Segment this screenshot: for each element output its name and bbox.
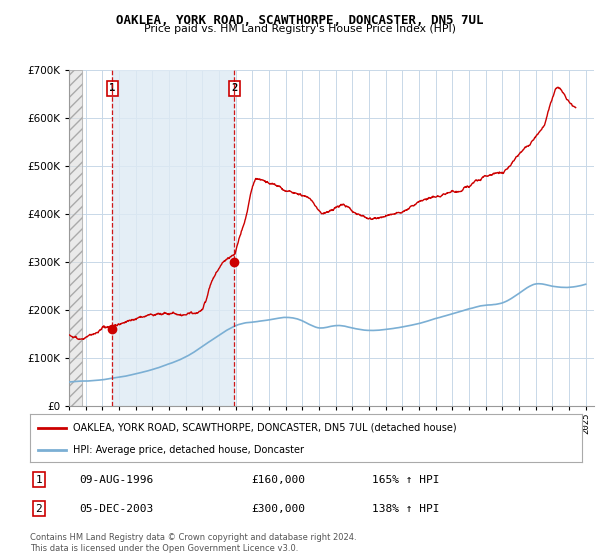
Text: Price paid vs. HM Land Registry's House Price Index (HPI): Price paid vs. HM Land Registry's House …: [144, 24, 456, 34]
Text: HPI: Average price, detached house, Doncaster: HPI: Average price, detached house, Donc…: [73, 445, 304, 455]
Text: £300,000: £300,000: [251, 503, 305, 514]
Text: 09-AUG-1996: 09-AUG-1996: [80, 475, 154, 484]
Text: 1: 1: [35, 475, 42, 484]
Text: 05-DEC-2003: 05-DEC-2003: [80, 503, 154, 514]
Text: 2: 2: [231, 83, 238, 94]
Text: OAKLEA, YORK ROAD, SCAWTHORPE, DONCASTER, DN5 7UL: OAKLEA, YORK ROAD, SCAWTHORPE, DONCASTER…: [116, 14, 484, 27]
Text: Contains HM Land Registry data © Crown copyright and database right 2024.
This d: Contains HM Land Registry data © Crown c…: [30, 533, 356, 553]
Text: 1: 1: [109, 83, 115, 94]
Text: 165% ↑ HPI: 165% ↑ HPI: [372, 475, 440, 484]
Bar: [112, 70, 235, 406]
Text: 2: 2: [35, 503, 42, 514]
Text: 138% ↑ HPI: 138% ↑ HPI: [372, 503, 440, 514]
Text: £160,000: £160,000: [251, 475, 305, 484]
Text: OAKLEA, YORK ROAD, SCAWTHORPE, DONCASTER, DN5 7UL (detached house): OAKLEA, YORK ROAD, SCAWTHORPE, DONCASTER…: [73, 423, 457, 433]
